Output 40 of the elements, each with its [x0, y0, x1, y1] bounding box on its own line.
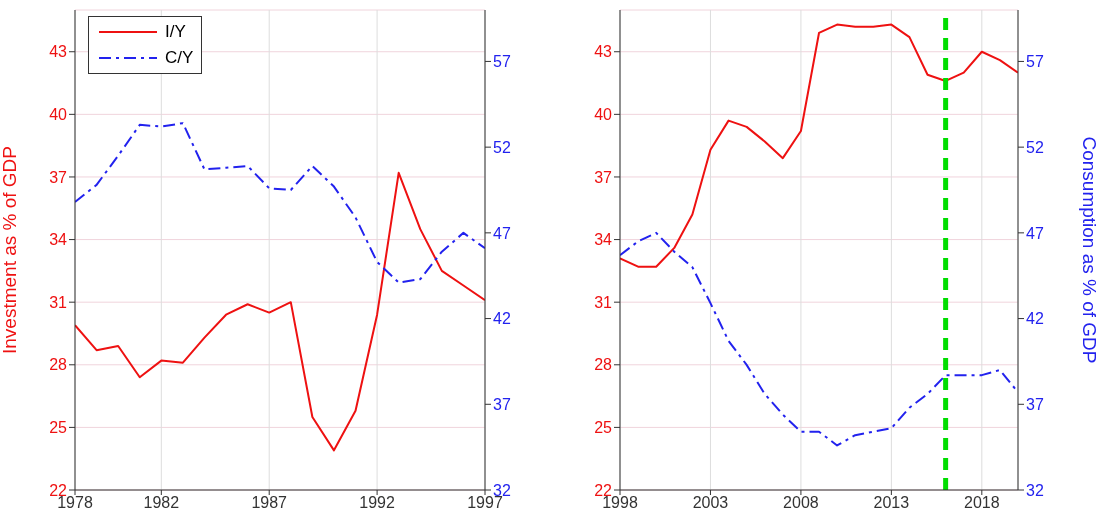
- line-series: [620, 231, 1018, 447]
- y2-tick-label: 47: [1026, 224, 1044, 242]
- line-series: [620, 23, 1018, 268]
- y2-tick-label: 42: [1026, 310, 1044, 328]
- y2-tick-label: 37: [1026, 395, 1044, 413]
- y-axis-title: Investment as % of GDP: [0, 145, 20, 355]
- line-series: [75, 171, 485, 452]
- y2-tick-label: 52: [493, 138, 511, 156]
- x-tick-label: 1992: [359, 494, 395, 512]
- y-tick-label: 40: [594, 106, 613, 124]
- y2-axis-title: Consumption as % of GDP: [1079, 136, 1099, 364]
- x-tick-label: 2018: [964, 494, 1000, 512]
- x-tick-label: 1982: [143, 494, 180, 512]
- x-tick-label: 2008: [783, 494, 819, 512]
- y2-tick-label: 32: [1026, 481, 1044, 499]
- y-tick-label: 25: [49, 419, 68, 437]
- y-tick-label: 25: [594, 419, 613, 437]
- line-series: [75, 122, 485, 284]
- y-tick-label: 37: [49, 168, 68, 186]
- y2-tick-label: 47: [493, 224, 511, 242]
- y2-tick-label: 52: [1026, 138, 1044, 156]
- y-tick-label: 40: [49, 106, 68, 124]
- x-tick-label: 2013: [873, 494, 910, 512]
- y2-tick-label: 37: [493, 395, 511, 413]
- legend-label: I/Y: [165, 21, 186, 43]
- y2-tick-label: 57: [493, 53, 511, 71]
- y-tick-label: 31: [594, 293, 613, 311]
- y-tick-label: 37: [594, 168, 613, 186]
- y-tick-label: 31: [49, 293, 68, 311]
- y-tick-label: 34: [594, 231, 613, 249]
- x-tick-label: 1987: [251, 494, 288, 512]
- y-tick-label: 28: [594, 356, 613, 374]
- y2-tick-label: 42: [493, 310, 511, 328]
- y2-tick-label: 57: [1026, 53, 1044, 71]
- y-tick-label: 43: [594, 43, 613, 61]
- legend-label: C/Y: [165, 47, 194, 69]
- y-tick-label: 28: [49, 356, 68, 374]
- y-tick-label: 43: [49, 43, 68, 61]
- y-tick-label: 34: [49, 231, 68, 249]
- x-tick-label: 2003: [692, 494, 729, 512]
